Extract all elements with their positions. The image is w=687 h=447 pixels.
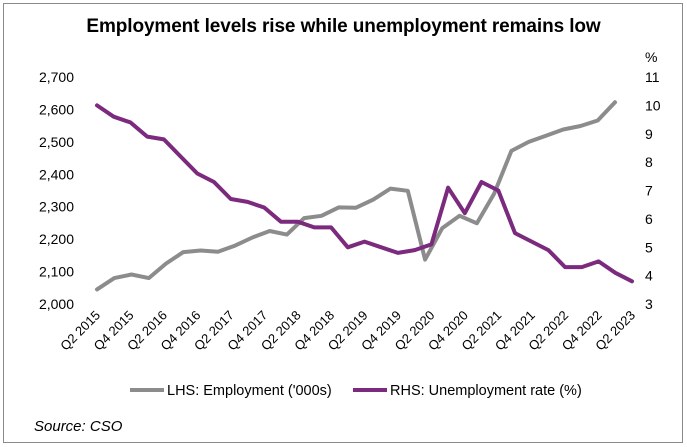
right-tick-label: 7 <box>645 183 653 199</box>
left-tick-label: 2,700 <box>39 69 74 85</box>
source-note: Source: CSO <box>34 418 123 435</box>
right-axis-unit: % <box>645 49 657 65</box>
left-tick-label: 2,200 <box>39 231 74 247</box>
right-tick-label: 10 <box>645 97 661 113</box>
right-tick-label: 9 <box>645 126 653 142</box>
left-tick-label: 2,000 <box>39 296 74 312</box>
left-tick-label: 2,600 <box>39 101 74 117</box>
employment-line <box>95 100 617 292</box>
right-tick-label: 6 <box>645 211 653 227</box>
chart-frame <box>3 3 683 443</box>
left-tick-label: 2,400 <box>39 166 74 182</box>
right-tick-label: 8 <box>645 154 653 170</box>
right-tick-label: 11 <box>645 69 660 85</box>
legend-employment-label: LHS: Employment ('000s) <box>167 383 332 399</box>
right-tick-label: 5 <box>645 239 653 255</box>
left-tick-label: 2,300 <box>39 199 74 215</box>
left-tick-label: 2,100 <box>39 264 74 280</box>
unemployment-line <box>95 103 634 284</box>
left-tick-label: 2,500 <box>39 134 74 150</box>
legend-unemployment-label: RHS: Unemployment rate (%) <box>390 383 582 399</box>
right-tick-label: 3 <box>645 296 653 312</box>
right-tick-label: 4 <box>645 268 653 284</box>
chart-title: Employment levels rise while unemploymen… <box>86 16 601 37</box>
